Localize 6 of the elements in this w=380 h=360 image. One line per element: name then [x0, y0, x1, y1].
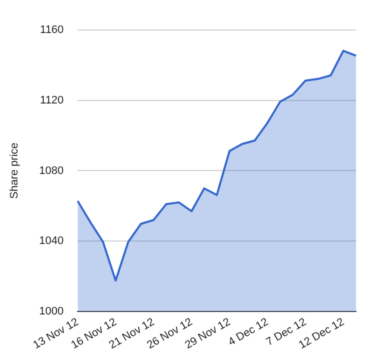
y-tick-label: 1040 — [39, 235, 64, 248]
y-tick-label: 1120 — [40, 94, 64, 106]
y-tick-label: 1080 — [39, 164, 64, 177]
y-tick-label: 1160 — [40, 24, 64, 36]
y-axis-title: Share price — [8, 142, 21, 199]
y-tick-label: 1000 — [39, 306, 64, 318]
